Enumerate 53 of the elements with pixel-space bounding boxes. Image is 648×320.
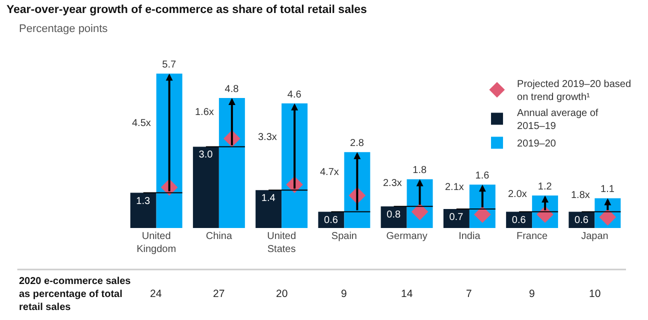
annotation: 3.3x (258, 132, 277, 143)
legend-label: Annual average of 2015–19 (517, 108, 598, 132)
annotation: 4.7x (320, 167, 339, 178)
bar (192, 146, 219, 228)
bar (282, 103, 308, 228)
data-label: 2.8 (350, 138, 364, 150)
annotation: 1.8x (571, 190, 590, 201)
data-label: 1.4 (261, 193, 276, 204)
bar (256, 190, 282, 228)
text: 14 (401, 288, 413, 300)
text: 24 (150, 288, 162, 300)
x-tick-label: United States (267, 231, 296, 255)
data-label: 0.8 (386, 209, 401, 220)
text: 10 (589, 288, 601, 300)
legend-label: 2019–20 (517, 138, 556, 150)
x-tick-label: India (458, 231, 481, 242)
bar (443, 209, 470, 228)
x-tick-label: Germany (386, 231, 428, 242)
data-label: 1.6 (475, 170, 490, 182)
data-label: 1.3 (136, 196, 150, 207)
annotation: 4.5x (132, 118, 151, 129)
text: 9 (529, 288, 535, 300)
bar (218, 98, 245, 228)
annotation: 2.1x (445, 182, 464, 193)
annotation: 1.6x (195, 107, 214, 118)
x-tick-label: United Kingdom (136, 231, 176, 255)
data-label: 0.6 (324, 214, 338, 226)
text: 20 (276, 288, 288, 300)
x-tick-label: Japan (581, 231, 608, 242)
bar (156, 74, 182, 228)
data-label: 0.7 (449, 212, 464, 224)
data-label: 3.0 (198, 150, 214, 161)
text: 9 (341, 288, 347, 300)
data-label: 0.6 (512, 214, 526, 226)
data-label: 4.8 (224, 84, 240, 95)
x-tick-label: China (206, 231, 232, 242)
annotation: 2.0x (508, 189, 527, 200)
text: 2020 e-commerce sales as percentage of total retail sales (19, 276, 132, 313)
legend-label: Projected 2019–20 based on trend growth¹ (517, 79, 632, 104)
data-label: 0.6 (574, 214, 589, 226)
data-label: 1.8 (412, 165, 427, 176)
data-label: 1.1 (600, 184, 615, 196)
bar (130, 192, 156, 228)
data-label: 4.6 (287, 89, 302, 100)
data-label: 1.2 (538, 181, 552, 192)
x-tick-label: France (516, 231, 548, 242)
text: 7 (466, 288, 472, 300)
data-label: 5.7 (162, 60, 176, 71)
chart-subtitle: Percentage points (19, 23, 108, 35)
chart-title: Year-over-year growth of e-commerce as share of total retail sales (6, 4, 367, 16)
text: 27 (213, 288, 225, 300)
annotation: 2.3x (383, 178, 402, 189)
x-tick-label: Spain (331, 231, 357, 242)
